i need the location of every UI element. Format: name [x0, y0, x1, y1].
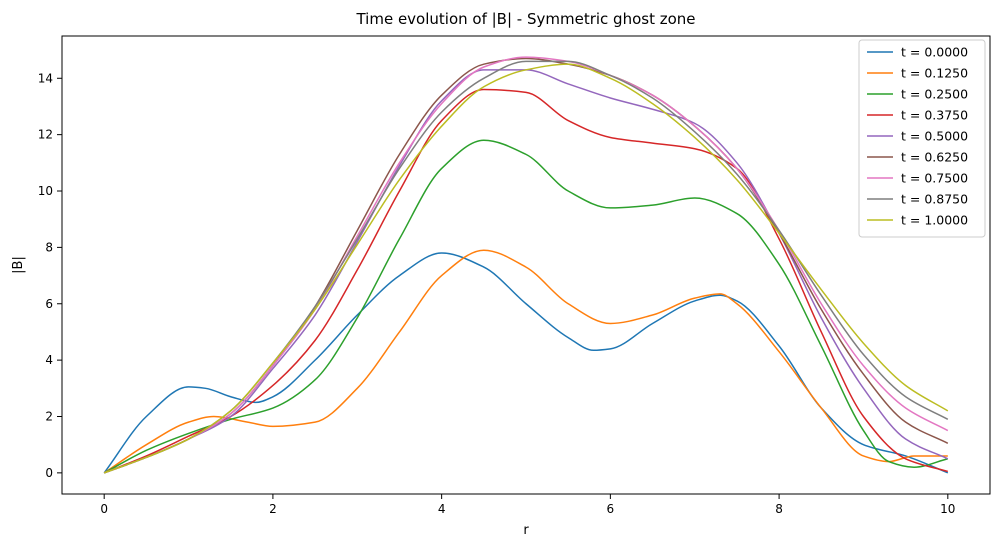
x-tick-label: 10	[940, 502, 955, 516]
legend-label: t = 0.5000	[901, 129, 968, 144]
x-axis-ticks: 0 2 4 6 8 10	[100, 494, 955, 516]
legend-label: t = 0.2500	[901, 87, 968, 102]
legend-label: t = 0.8750	[901, 192, 968, 207]
y-tick-label: 2	[45, 409, 53, 423]
y-tick-label: 12	[38, 128, 53, 142]
legend: t = 0.0000 t = 0.1250 t = 0.2500 t = 0.3750…	[858, 39, 986, 238]
x-tick-label: 4	[438, 502, 446, 516]
plot-area	[103, 56, 949, 474]
series-line-3	[103, 139, 949, 474]
y-tick-label: 0	[45, 466, 53, 480]
legend-box	[858, 39, 986, 238]
y-axis-ticks: 0 2 4 6 8 10 12 14	[38, 71, 62, 480]
series-line-7	[103, 56, 949, 474]
x-tick-label: 2	[269, 502, 277, 516]
axes-frame	[61, 35, 991, 495]
y-tick-label: 6	[45, 297, 53, 311]
legend-label: t = 0.6250	[901, 150, 968, 165]
legend-label: t = 1.0000	[901, 213, 968, 228]
x-tick-label: 0	[100, 502, 108, 516]
legend-label: t = 0.0000	[901, 45, 968, 60]
legend-label: t = 0.1250	[901, 66, 968, 81]
y-tick-label: 4	[45, 353, 53, 367]
series-line-4	[103, 88, 949, 474]
x-tick-label: 6	[607, 502, 615, 516]
y-axis-label: |B|	[11, 256, 26, 274]
legend-label: t = 0.7500	[901, 171, 968, 186]
legend-label: t = 0.3750	[901, 108, 968, 123]
chart-title: Time evolution of |B| - Symmetric ghost …	[355, 10, 695, 28]
series-line-9	[103, 63, 949, 474]
y-tick-label: 14	[38, 71, 53, 85]
y-tick-label: 10	[38, 184, 53, 198]
x-axis-label: r	[523, 523, 529, 538]
series-line-2	[103, 249, 948, 474]
y-tick-label: 8	[45, 240, 53, 254]
x-tick-label: 8	[775, 502, 783, 516]
series-line-1	[103, 252, 949, 474]
